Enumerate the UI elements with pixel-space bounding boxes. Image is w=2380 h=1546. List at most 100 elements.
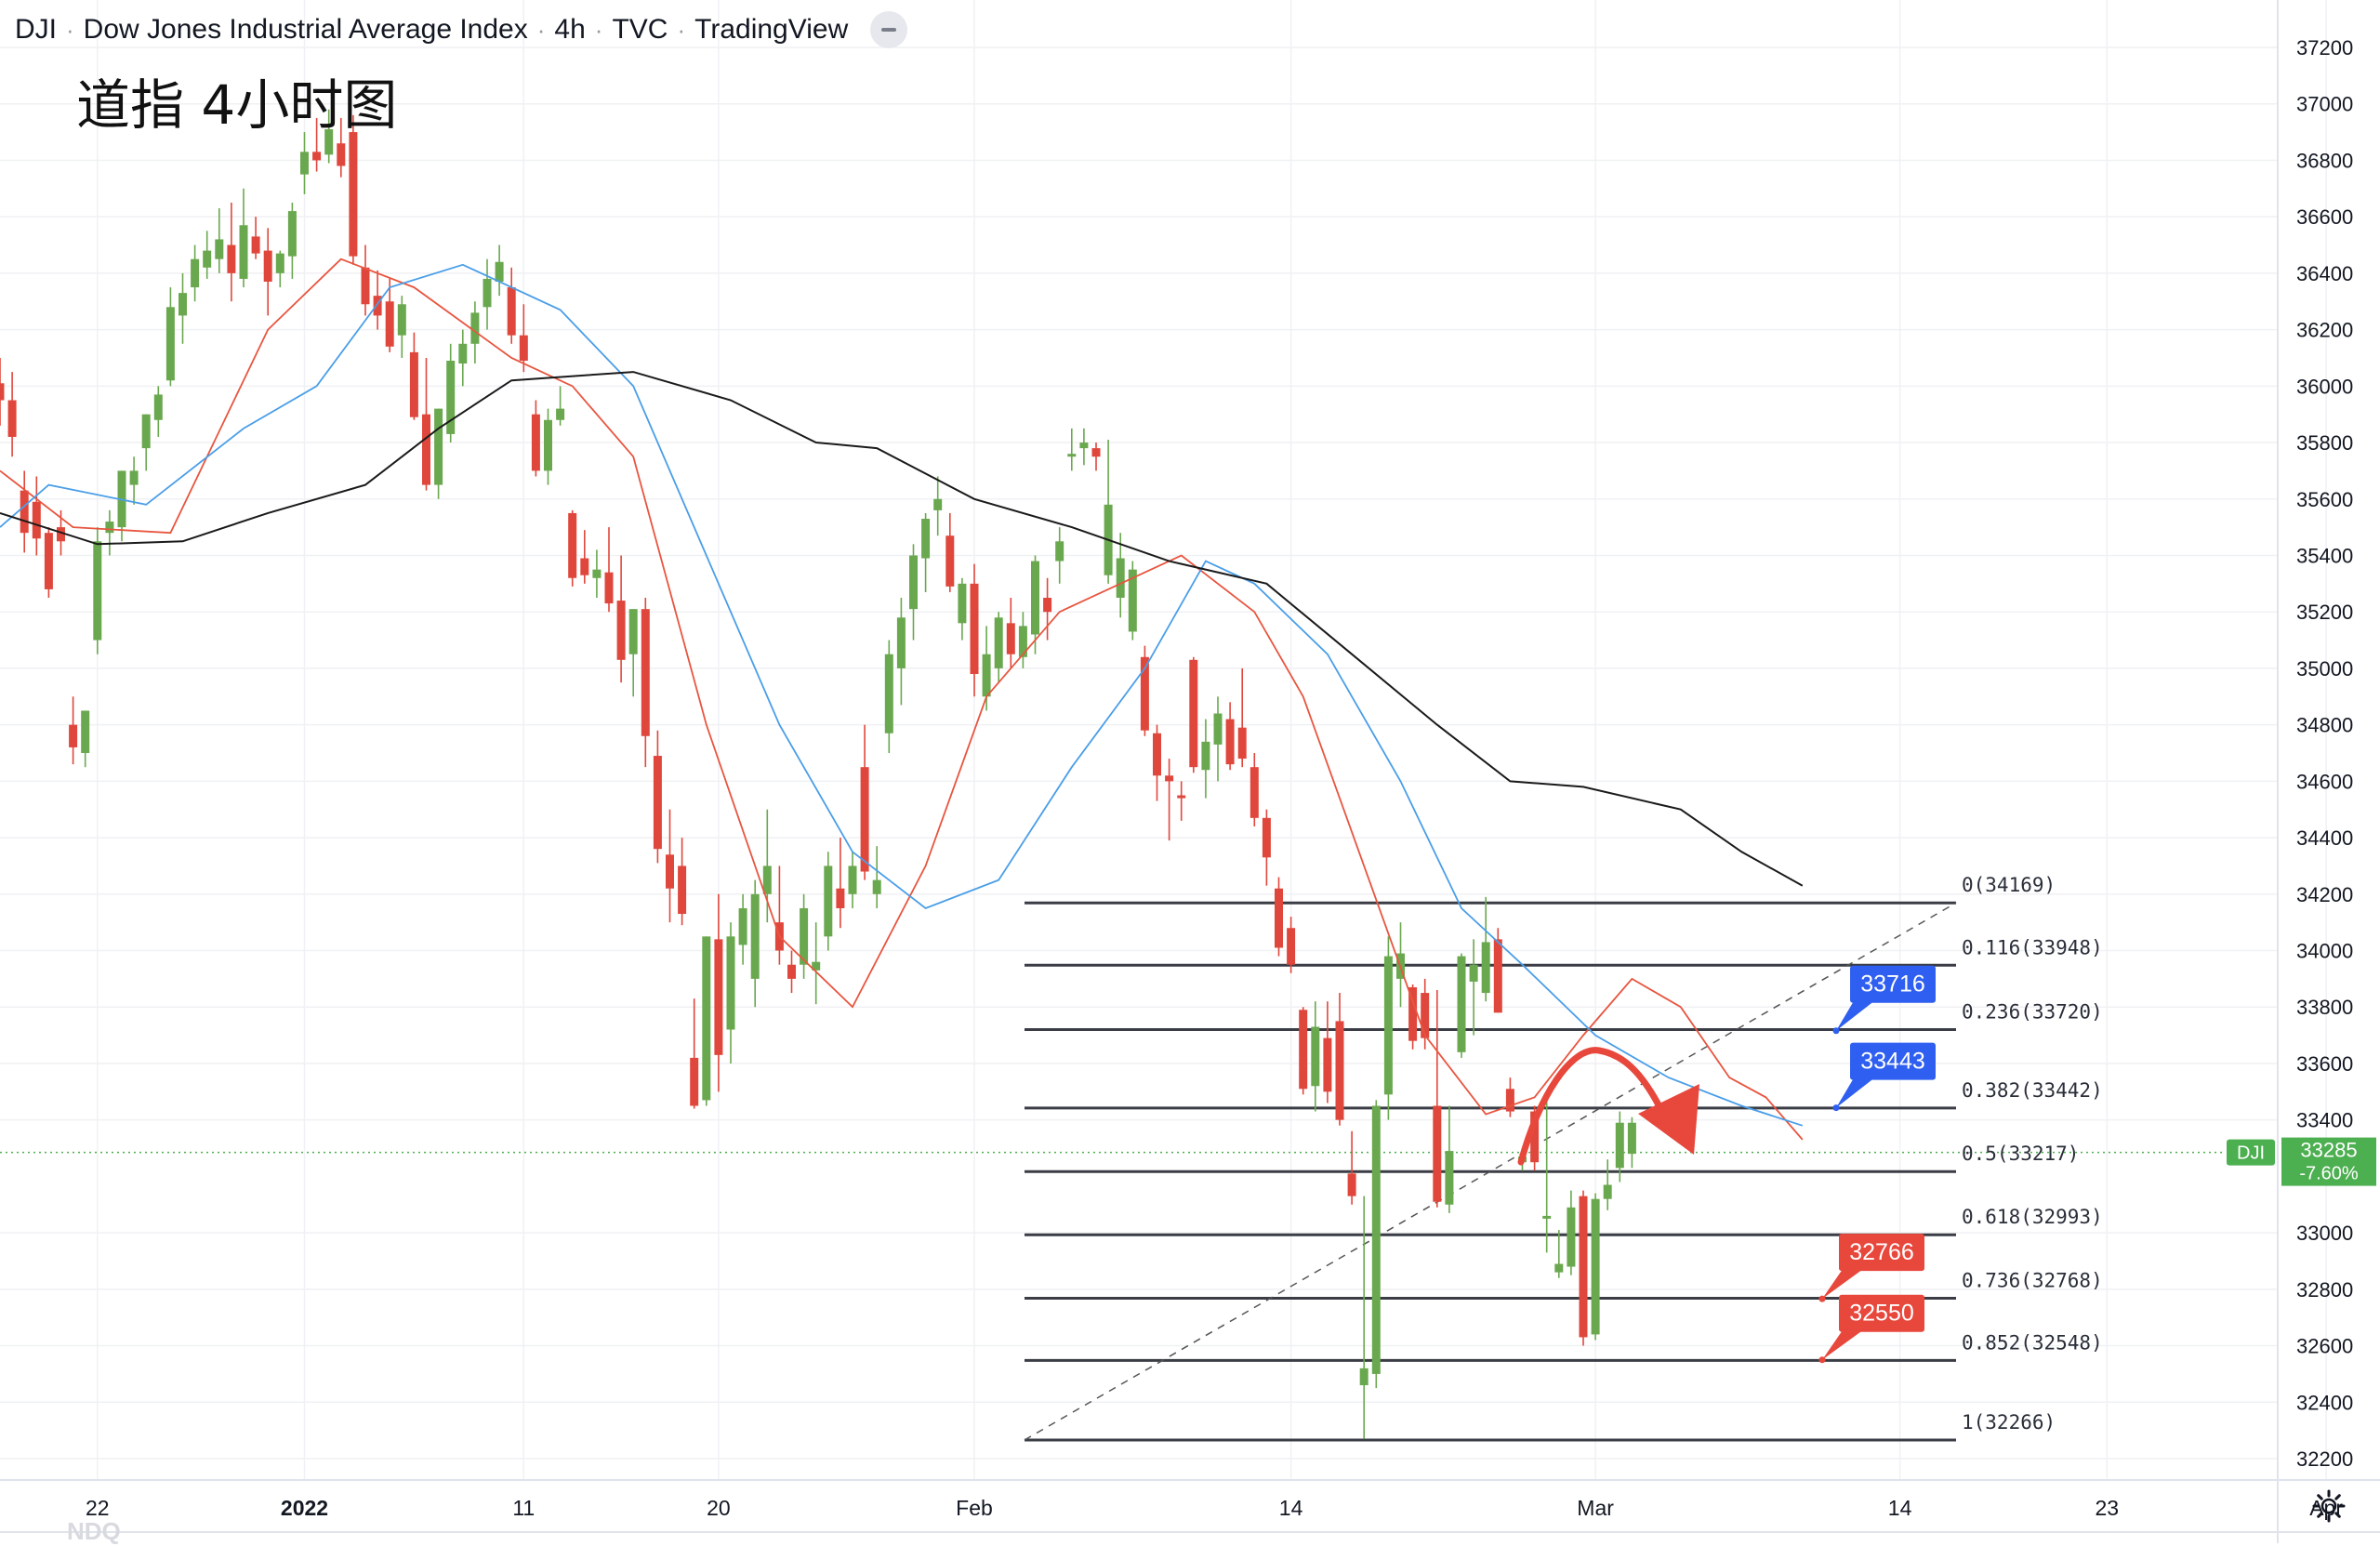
candle-down (1153, 724, 1161, 801)
y-tick-label: 34200 (2296, 883, 2353, 906)
candle-body (337, 143, 346, 166)
symbol-ticker[interactable]: DJI (15, 14, 57, 45)
candle-body (702, 936, 711, 1101)
candle-up (909, 544, 918, 641)
y-tick-label: 34400 (2296, 826, 2353, 850)
fib-level-label: 0.236(33720) (1962, 1001, 2103, 1024)
y-tick-label: 33400 (2296, 1109, 2353, 1132)
candle-down (1043, 577, 1052, 641)
price-callout-pointer (1822, 1269, 1863, 1300)
candle-up (921, 512, 931, 592)
price-callout-pointer (1836, 1000, 1874, 1031)
candle-down (641, 598, 650, 768)
candle-body (1287, 928, 1296, 965)
candle-body (1079, 443, 1089, 449)
candle-body (1554, 1263, 1564, 1273)
candle-body (933, 498, 943, 510)
candle-body (20, 490, 29, 534)
y-tick-label: 33000 (2296, 1222, 2353, 1245)
chart-header: DJI · Dow Jones Industrial Average Index… (15, 11, 908, 48)
candle-body (1579, 1196, 1588, 1338)
candle-body (385, 301, 394, 347)
candle-up (397, 296, 406, 358)
candle-body (1165, 775, 1174, 782)
candle-up (556, 386, 565, 426)
candle-body (824, 865, 833, 937)
candle-body (641, 609, 650, 736)
candle-up (1128, 561, 1137, 641)
candle-body (470, 312, 480, 344)
price-callout-anchor (1832, 1104, 1840, 1112)
candle-down (1006, 598, 1015, 668)
candle-up (738, 893, 747, 965)
candle-down (1275, 877, 1283, 957)
grid-lines (0, 0, 2327, 1480)
candle-down (1177, 781, 1186, 821)
interval-label[interactable]: 4h (554, 14, 586, 45)
candle-down (1189, 656, 1198, 773)
candle-body (1018, 626, 1027, 657)
candle-body (1116, 558, 1125, 599)
candle-body (203, 250, 212, 268)
y-tick-label: 34600 (2296, 770, 2353, 793)
price-tag-box (2281, 1137, 2376, 1186)
candle-down (860, 724, 869, 880)
candle-body (690, 1057, 699, 1106)
candle-up (762, 809, 772, 923)
candle-body (1567, 1207, 1576, 1267)
candle-up (458, 329, 468, 387)
y-tick-label: 34800 (2296, 714, 2353, 737)
x-tick-label: 2022 (281, 1496, 328, 1520)
candle-down (1287, 917, 1296, 973)
symbol-tag-text: DJI (2237, 1143, 2265, 1164)
price-callout-box (1839, 1234, 1924, 1272)
y-tick-label: 36000 (2296, 375, 2353, 398)
candle-body (141, 414, 151, 449)
candle-down (0, 357, 5, 426)
candle-down (1421, 978, 1430, 1050)
candle-body (434, 408, 443, 485)
fib-level-label: 0.5(33217) (1962, 1143, 2079, 1165)
candle-body (1043, 598, 1052, 613)
candle-up (1067, 428, 1077, 471)
price-tag-change: -7.60% (2299, 1164, 2359, 1184)
candle-body (178, 293, 187, 316)
candle-body (872, 879, 881, 894)
candle-body (227, 244, 236, 273)
candle-body (1433, 1105, 1442, 1202)
settings-gear-icon[interactable] (2310, 1487, 2347, 1525)
candle-body (495, 261, 504, 282)
candle-body (1421, 993, 1430, 1038)
candle-up (153, 386, 163, 437)
y-tick-label: 32200 (2296, 1447, 2353, 1471)
candle-body (848, 865, 857, 894)
y-tick-label: 32800 (2296, 1278, 2353, 1302)
candle-up (105, 509, 114, 556)
candle-body (129, 470, 139, 485)
candle-body (604, 572, 614, 604)
candle-up (1018, 612, 1027, 668)
candle-body (1262, 817, 1271, 858)
candle-body (1371, 1105, 1381, 1374)
candle-down (385, 278, 394, 352)
candle-body (1335, 1021, 1344, 1120)
candle-up (495, 244, 504, 297)
price-callout-box (1839, 1294, 1924, 1332)
moving-average-line (0, 258, 1804, 1141)
candle-down (531, 400, 540, 477)
candle-up (1079, 428, 1089, 466)
candle-body (921, 519, 931, 559)
candle-body (263, 250, 272, 282)
collapse-legend-button[interactable] (870, 11, 908, 48)
candle-up (1603, 1159, 1612, 1210)
fibonacci-retracement: 0(34169) 0.116(33948) 0.236(33720) 0.382(33… (1024, 874, 2103, 1442)
symbol-name: Dow Jones Industrial Average Index (83, 14, 528, 45)
price-callout-text: 32550 (1849, 1301, 1914, 1327)
candle-down (1262, 809, 1271, 886)
candle-down (1250, 753, 1259, 826)
candle-body (982, 654, 991, 697)
candle-down (787, 950, 796, 994)
candle-body (666, 854, 674, 889)
candle-down (690, 998, 699, 1109)
